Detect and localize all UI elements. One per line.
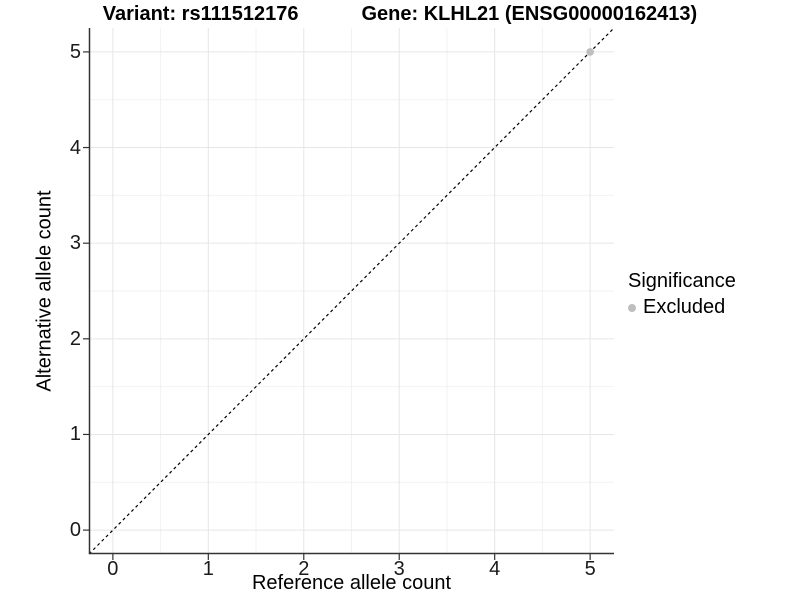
y-tick-label: 1 (69, 423, 81, 446)
data-point (586, 48, 594, 56)
y-tick-label: 0 (69, 519, 81, 542)
plot-title-variant: Variant: rs111512176 (102, 3, 299, 25)
legend-point-icon (628, 303, 636, 312)
chart-canvas (83, 27, 615, 560)
x-axis-title: Reference allele count (251, 572, 451, 594)
legend-item-excluded: Excluded (628, 296, 736, 319)
plot-title-gene: Gene: KLHL21 (ENSG00000162413) (361, 3, 698, 25)
identity-line (88, 27, 615, 555)
legend-item-label: Excluded (643, 296, 726, 318)
legend-title: Significance (628, 270, 736, 292)
y-tick-label: 4 (69, 136, 81, 159)
legend: Significance Excluded (628, 270, 736, 319)
plot-panel (83, 27, 615, 560)
plot-title: Variant: rs111512176 Gene: KLHL21 (ENSG0… (0, 3, 800, 26)
y-tick-label: 5 (69, 40, 81, 63)
y-axis-title: Alternative allele count (33, 190, 56, 392)
